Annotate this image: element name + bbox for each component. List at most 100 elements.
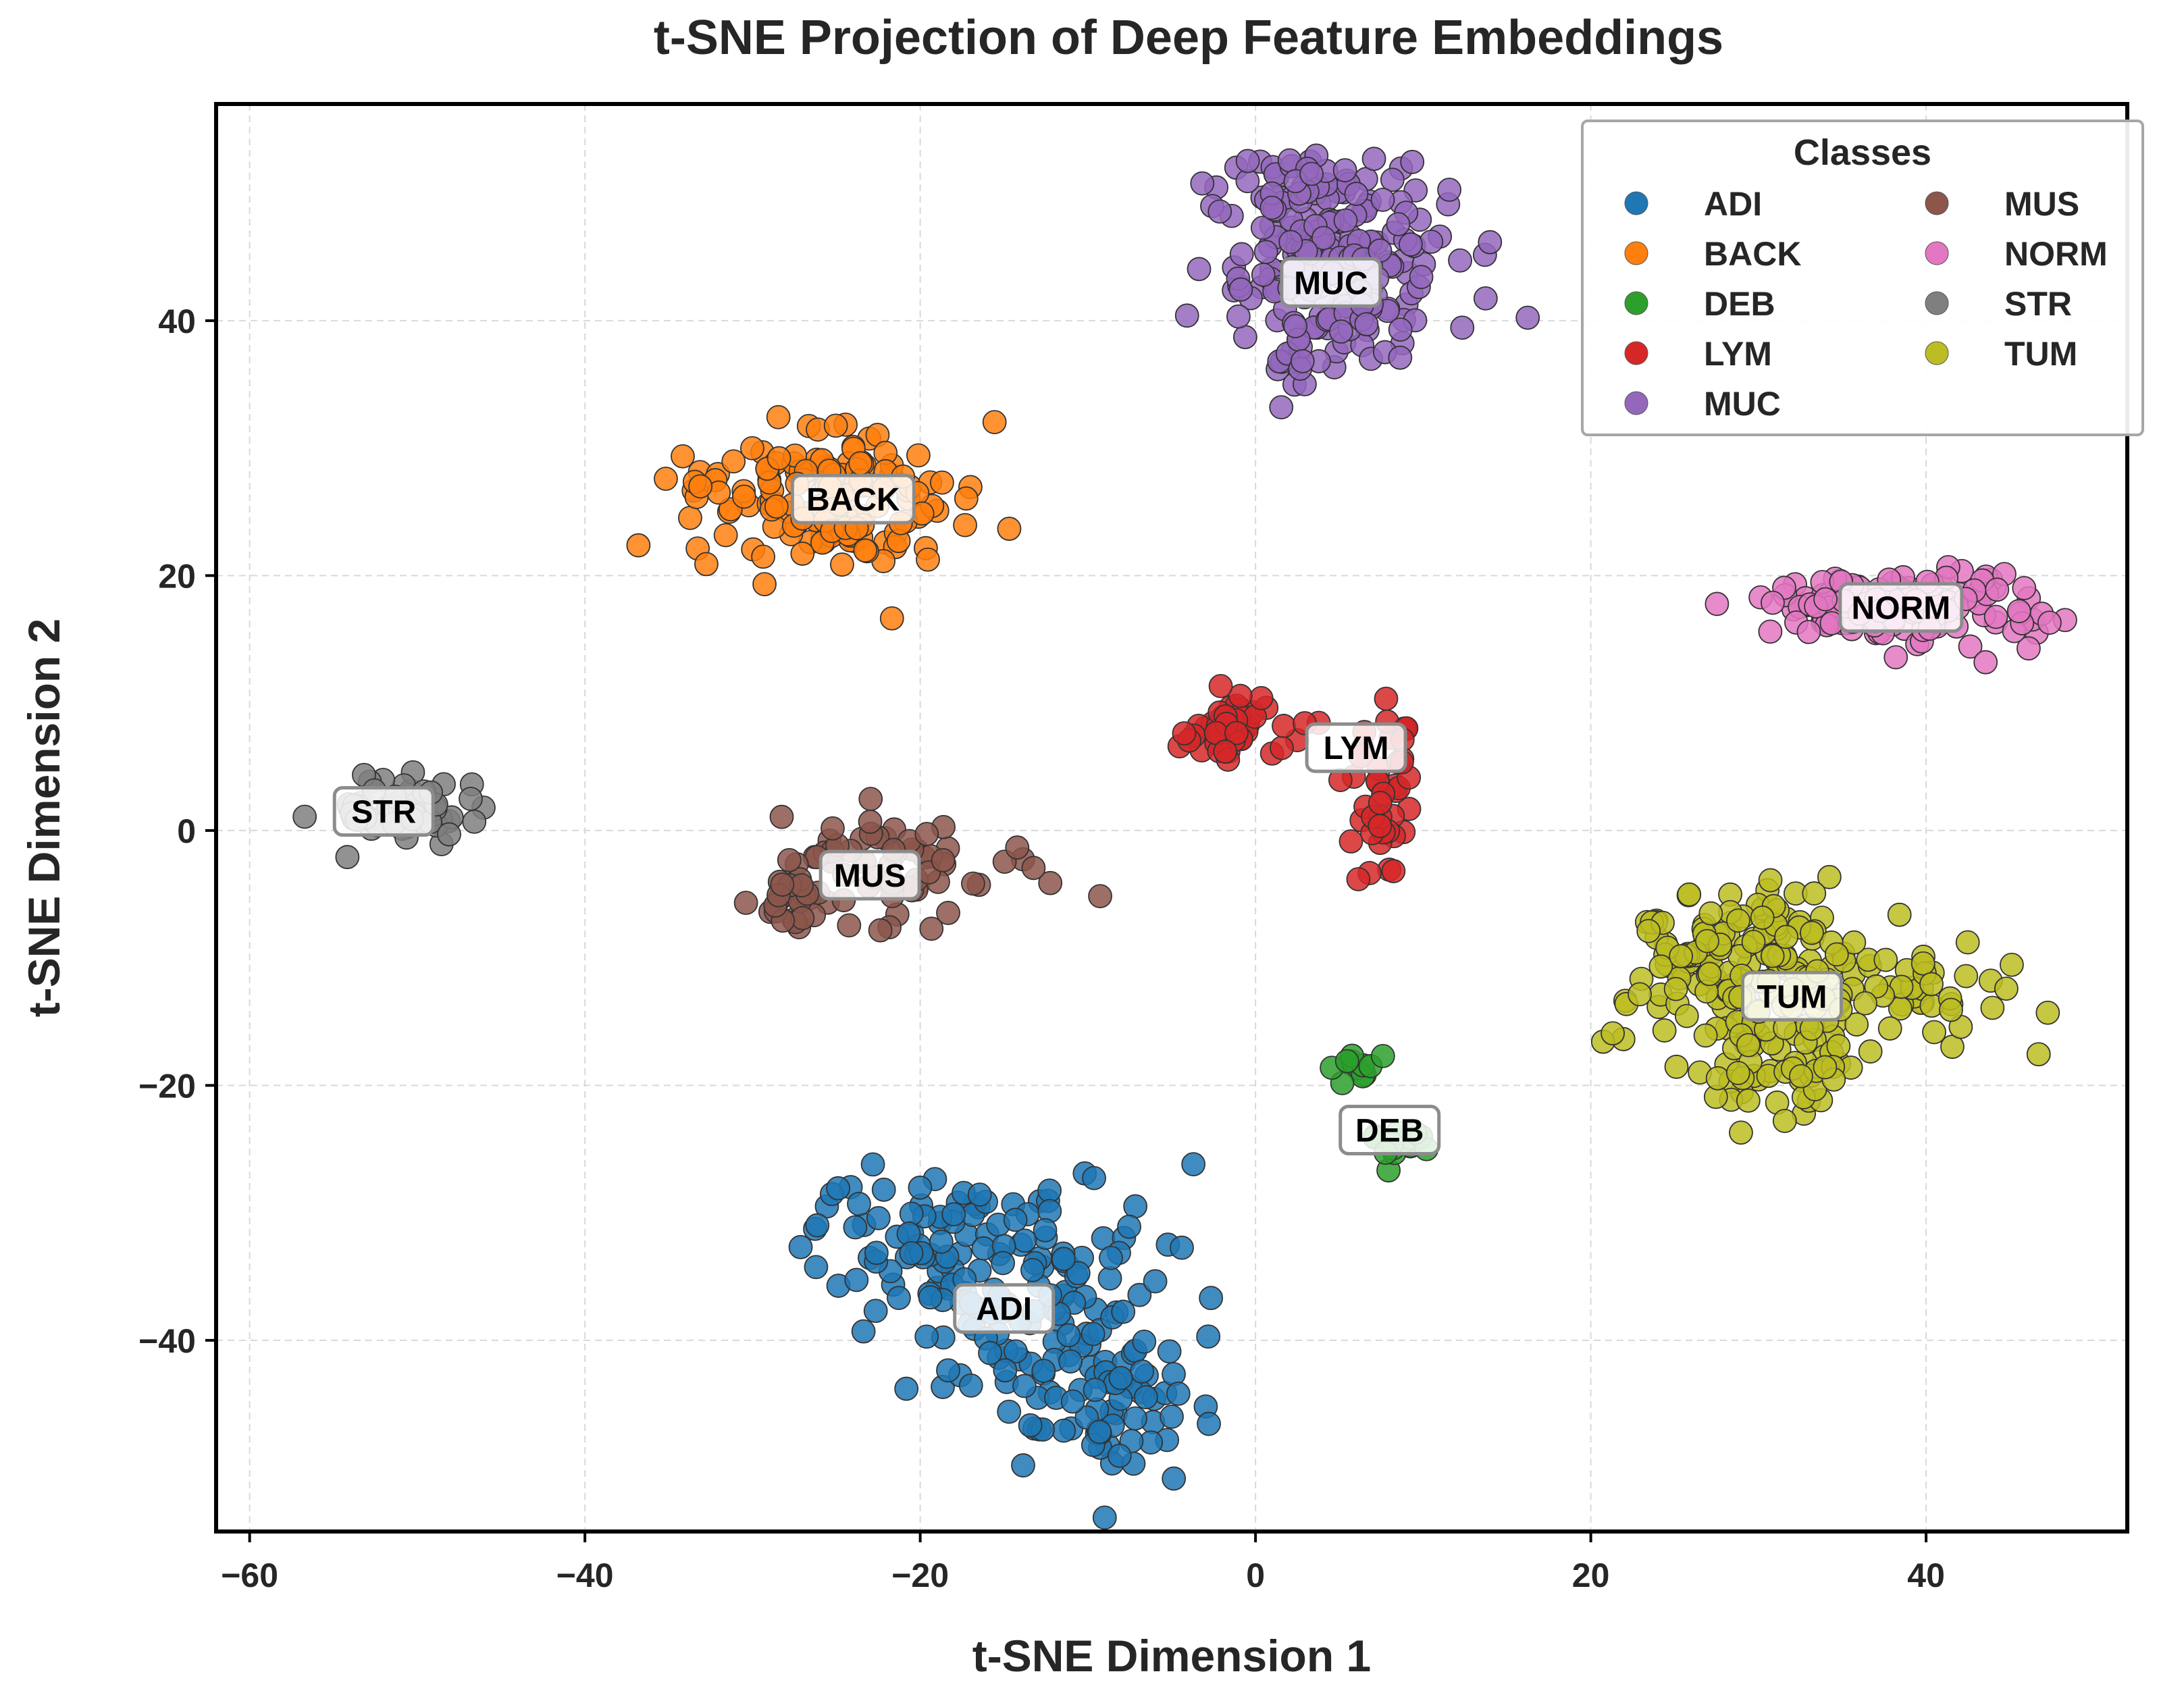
cluster-label-box	[1838, 582, 1964, 633]
point-lym	[1224, 721, 1249, 745]
point-adi	[1003, 1207, 1028, 1232]
point-tum	[1922, 1020, 1946, 1045]
point-muc	[1283, 314, 1308, 338]
x-tick-label: 0	[1246, 1556, 1265, 1594]
point-adi	[1107, 1443, 1132, 1468]
point-muc	[1290, 348, 1315, 373]
point-tum	[1826, 1034, 1851, 1059]
point-adi	[914, 1324, 939, 1349]
point-adi	[1166, 1382, 1191, 1406]
point-mus	[1088, 884, 1112, 909]
point-tum	[1772, 1109, 1797, 1133]
point-norm	[2037, 610, 2062, 635]
point-adi	[863, 1299, 888, 1324]
point-muc	[1437, 178, 1461, 202]
point-norm	[1973, 650, 1998, 675]
point-tum	[1705, 1066, 1730, 1091]
point-lym	[1346, 867, 1371, 891]
point-muc	[1388, 317, 1413, 342]
point-tum	[1693, 1023, 1718, 1048]
point-muc	[1370, 187, 1395, 212]
point-adi	[1051, 1418, 1076, 1443]
point-back	[713, 523, 738, 548]
point-adi	[918, 1285, 943, 1310]
point-back	[751, 544, 776, 569]
cluster-label-tum: TUM	[1741, 970, 1844, 1022]
point-lym	[1172, 721, 1197, 745]
point-muc	[1399, 232, 1423, 257]
point-adi	[993, 1358, 1018, 1383]
legend-frame	[1581, 120, 2144, 436]
point-muc	[1361, 147, 1386, 172]
point-adi	[1087, 1419, 1112, 1444]
point-back	[688, 474, 713, 499]
point-back	[953, 513, 977, 538]
point-adi	[844, 1267, 869, 1292]
point-adi	[1011, 1453, 1035, 1477]
point-adi	[1056, 1323, 1081, 1348]
cluster-label-text: BACK	[806, 482, 900, 518]
point-adi	[826, 1176, 851, 1201]
point-muc	[1515, 305, 1540, 330]
legend-label: STR	[2004, 285, 2072, 323]
point-lym	[1374, 686, 1399, 711]
cluster-label-box	[1338, 1104, 1441, 1155]
point-back	[721, 449, 746, 474]
cluster-label-str: STR	[332, 786, 435, 837]
point-lym	[1213, 739, 1238, 764]
point-adi	[1199, 1286, 1224, 1311]
y-tick-label: 40	[158, 303, 196, 340]
point-adi	[1111, 1299, 1136, 1324]
point-adi	[1081, 1321, 1106, 1346]
point-adi	[936, 1358, 960, 1383]
point-tum	[1887, 902, 1912, 927]
point-adi	[847, 1191, 871, 1216]
point-tum	[1750, 906, 1775, 930]
legend-item-adi: ADI	[1624, 185, 1762, 223]
point-adi	[871, 1177, 896, 1202]
point-tum	[1628, 982, 1652, 1007]
cluster-label-lym: LYM	[1305, 722, 1407, 773]
point-adi	[1123, 1406, 1147, 1431]
point-muc	[1448, 248, 1472, 273]
point-back	[678, 506, 702, 530]
point-muc	[1311, 226, 1336, 251]
point-mus	[777, 847, 802, 872]
point-mus	[770, 872, 795, 897]
legend-marker	[1925, 341, 1949, 365]
cluster-adi	[788, 1152, 1224, 1530]
cluster-label-box	[332, 786, 435, 837]
legend-marker	[1624, 391, 1648, 415]
legend-label: MUS	[2004, 185, 2079, 223]
point-mus	[931, 847, 956, 872]
y-tick-label: 20	[158, 557, 196, 595]
point-muc	[1380, 167, 1405, 192]
chart-title: t-SNE Projection of Deep Feature Embeddi…	[654, 11, 1723, 65]
point-tum	[1802, 881, 1827, 906]
point-adi	[804, 1255, 829, 1280]
point-str	[437, 822, 461, 847]
point-muc	[1251, 262, 1276, 287]
point-adi	[978, 1340, 1002, 1365]
point-back	[906, 443, 931, 468]
point-adi	[1132, 1329, 1157, 1354]
point-adi	[958, 1373, 983, 1398]
point-norm	[1705, 592, 1730, 617]
legend-marker	[1624, 291, 1648, 315]
point-norm	[1761, 590, 1785, 615]
point-norm	[1958, 634, 1983, 659]
point-adi	[1092, 1505, 1117, 1530]
point-back	[740, 436, 764, 461]
point-muc	[1344, 182, 1369, 206]
point-muc	[1229, 242, 1254, 267]
point-muc	[1354, 312, 1379, 337]
legend-label: ADI	[1704, 185, 1762, 223]
point-tum	[1800, 920, 1824, 945]
point-back	[752, 572, 777, 597]
point-mus	[858, 787, 883, 812]
point-norm	[1983, 604, 2008, 629]
point-muc	[1450, 315, 1475, 340]
point-muc	[1269, 395, 1294, 420]
point-muc	[1332, 158, 1357, 183]
